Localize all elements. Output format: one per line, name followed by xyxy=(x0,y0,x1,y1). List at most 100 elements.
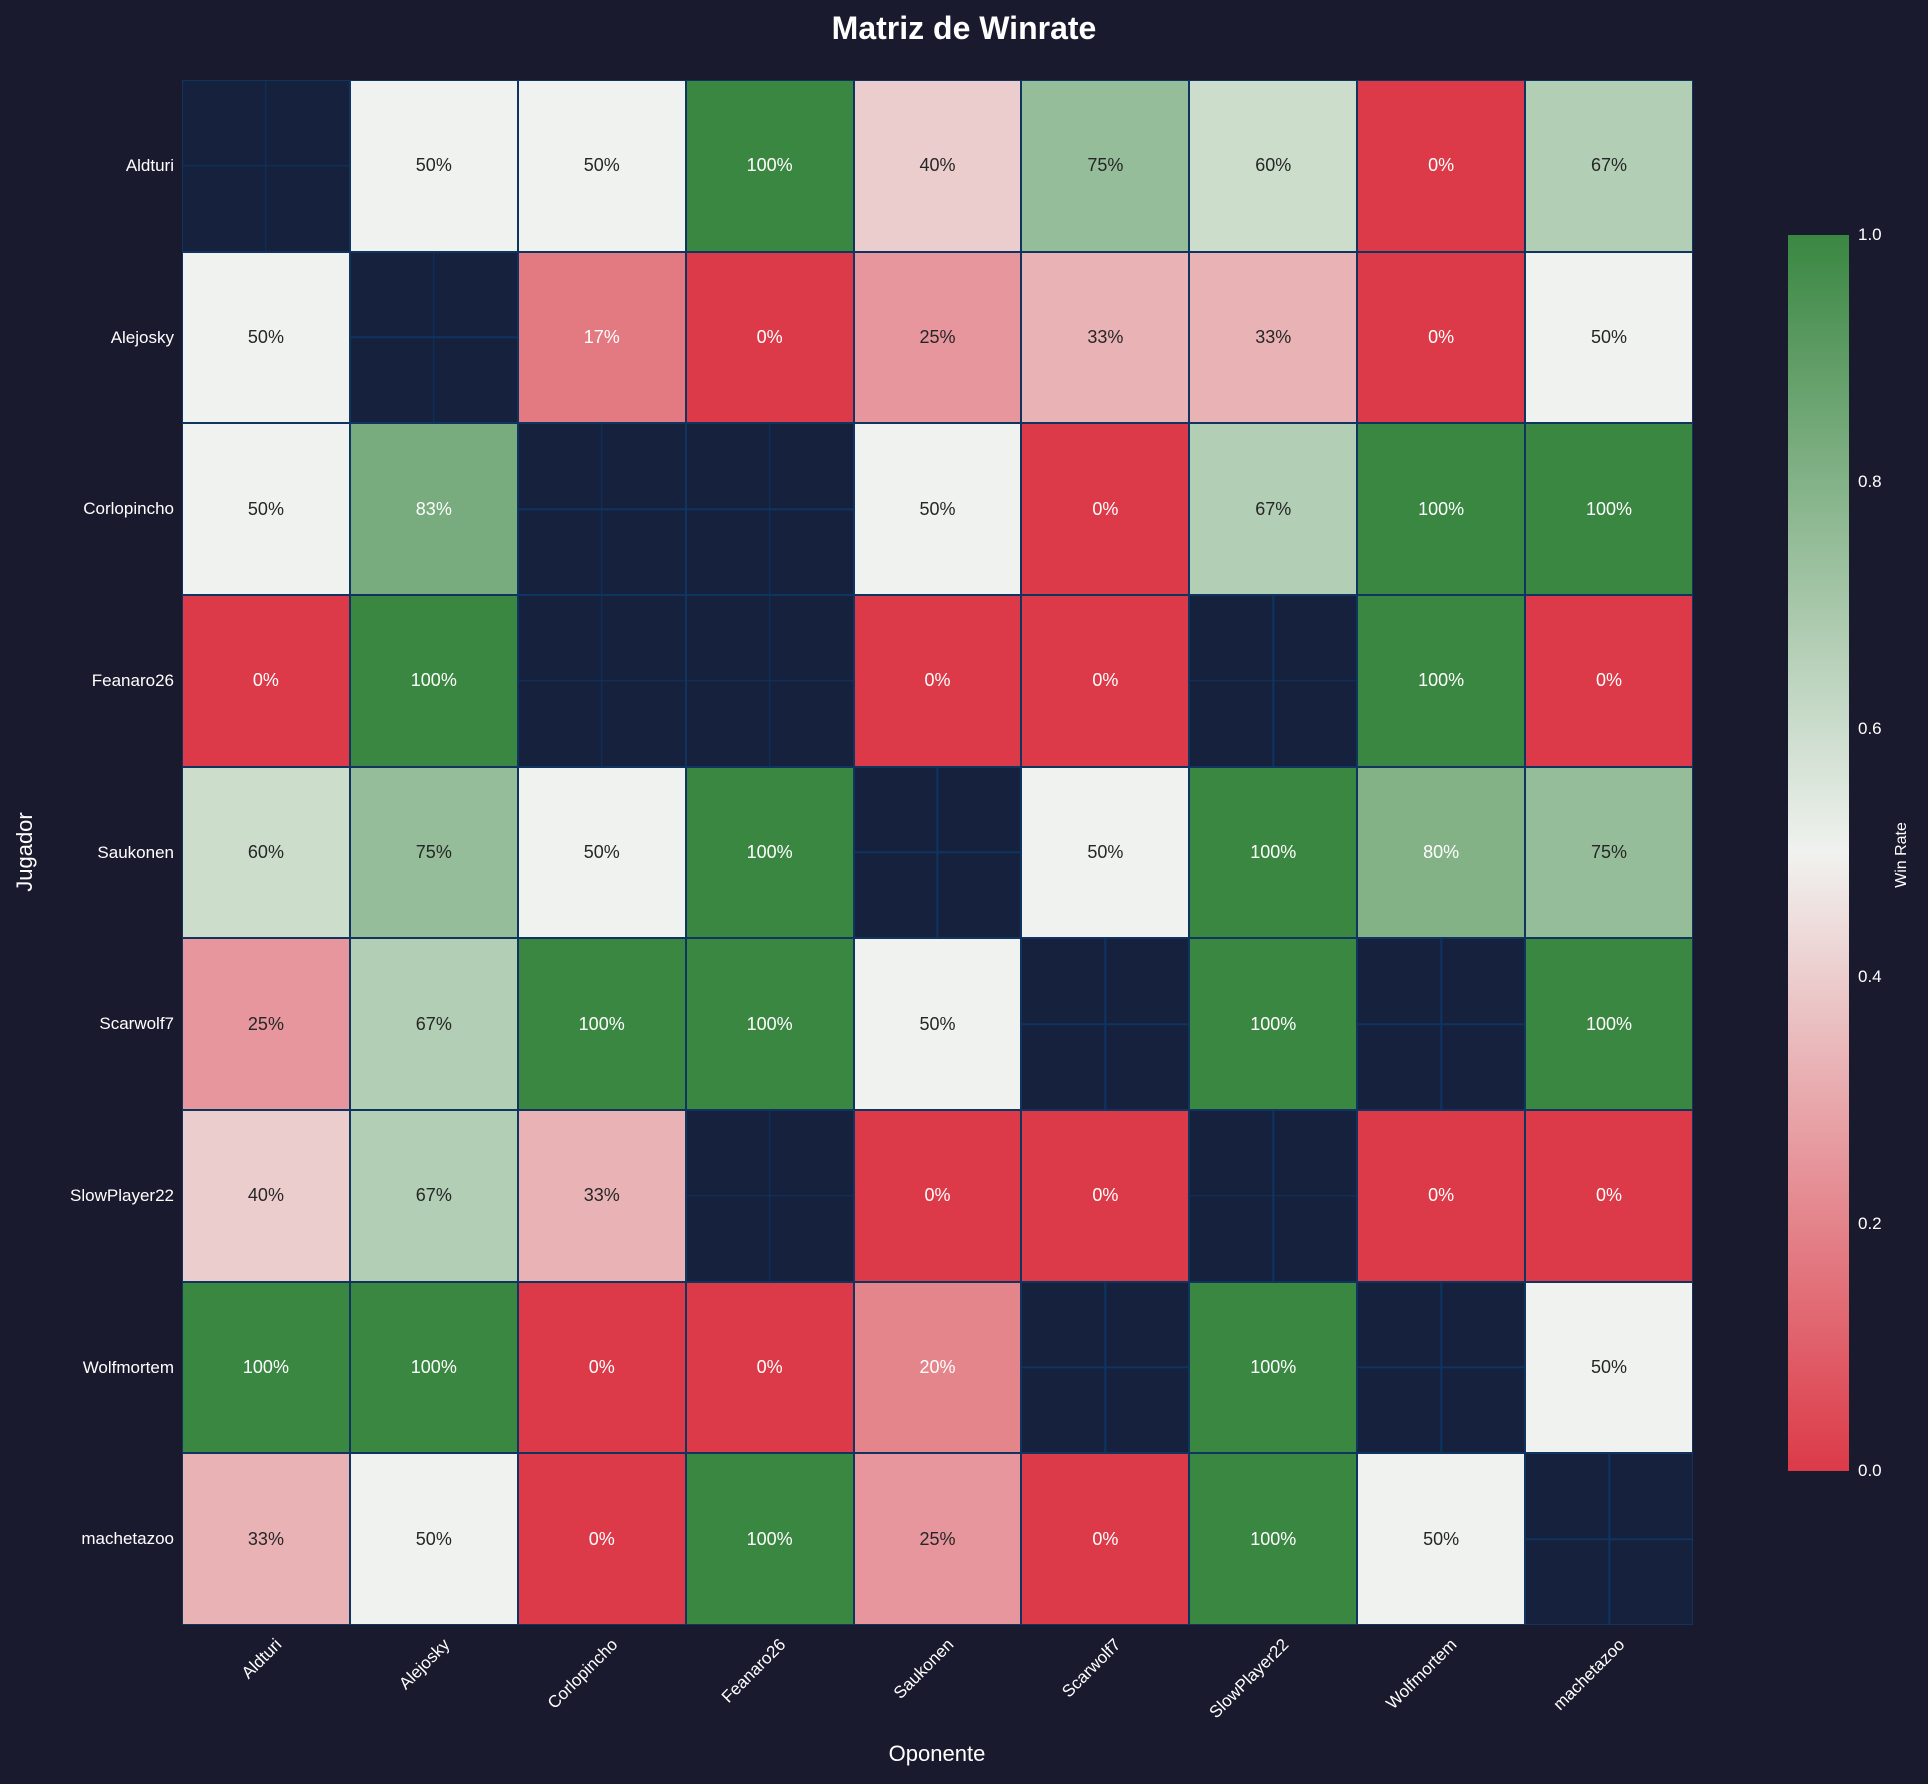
heatmap-cell: 100% xyxy=(1189,1453,1358,1625)
heatmap-cell-empty xyxy=(685,423,854,595)
heatmap-cell: 0% xyxy=(1021,1453,1190,1625)
heatmap-cell: 33% xyxy=(182,1453,350,1625)
heatmap-cell: 0% xyxy=(685,1281,854,1454)
heatmap-cell-empty xyxy=(517,423,686,595)
heatmap-cell: 100% xyxy=(685,938,854,1110)
heatmap-cell: 100% xyxy=(1189,938,1358,1110)
heatmap-cell: 0% xyxy=(517,1281,686,1454)
heatmap-cell: 67% xyxy=(1525,80,1693,252)
heatmap-cell: 67% xyxy=(349,938,518,1110)
x-tick-label: SlowPlayer22 xyxy=(1205,1635,1293,1722)
heatmap-cell: 0% xyxy=(1021,423,1190,595)
heatmap-grid: 50% 50% 100% 40% 75% 60% 0% 67% 50% 17% 0% 25% 33% 33… xyxy=(182,80,1693,1625)
colorbar-label: Win Rate xyxy=(1893,822,1910,888)
heatmap-cell: 25% xyxy=(853,1453,1022,1625)
heatmap-cell: 100% xyxy=(349,595,518,767)
heatmap-cell: 0% xyxy=(685,251,854,424)
heatmap-cell: 100% xyxy=(1525,423,1693,595)
y-tick-label: Scarwolf7 xyxy=(99,1014,174,1034)
heatmap-cell: 100% xyxy=(685,1453,854,1625)
x-tick-label: Wolfmortem xyxy=(1382,1635,1461,1714)
x-tick-label: machetazoo xyxy=(1549,1635,1629,1714)
heatmap-cell-empty xyxy=(517,595,686,767)
heatmap-cell: 50% xyxy=(517,80,686,252)
heatmap-cell-empty xyxy=(1357,938,1526,1110)
heatmap-cell: 100% xyxy=(517,938,686,1110)
heatmap-cell: 0% xyxy=(1357,251,1526,424)
x-axis-title: Oponente xyxy=(888,1741,986,1766)
colorbar-tick-label: 1.0 xyxy=(1858,225,1882,244)
heatmap-cell: 50% xyxy=(182,251,350,424)
heatmap-cell: 50% xyxy=(853,938,1022,1110)
heatmap-cell: 100% xyxy=(1189,1281,1358,1454)
y-tick-label: Aldturi xyxy=(125,155,174,175)
heatmap-cell: 50% xyxy=(349,1453,518,1625)
heatmap-cell-empty xyxy=(1189,1110,1358,1282)
x-tick-label: Scarwolf7 xyxy=(1058,1635,1125,1702)
heatmap-cell-empty xyxy=(1021,1281,1190,1454)
y-tick-label: Alejosky xyxy=(110,327,174,347)
colorbar-tick-label: 0.0 xyxy=(1858,1461,1882,1480)
colorbar-tick-label: 0.8 xyxy=(1858,472,1882,492)
heatmap-cell: 0% xyxy=(853,1110,1022,1282)
heatmap-cell: 100% xyxy=(1357,423,1526,595)
x-tick-label: Saukonen xyxy=(889,1635,957,1703)
x-tick-label: Alejosky xyxy=(395,1635,454,1694)
heatmap-cell: 67% xyxy=(349,1110,518,1282)
y-tick-label: machetazoo xyxy=(81,1529,174,1549)
heatmap-cell: 60% xyxy=(1189,80,1358,252)
heatmap-cell: 50% xyxy=(349,80,518,252)
colorbar-tick-label: 0.2 xyxy=(1858,1213,1882,1233)
y-tick-label: Corlopincho xyxy=(83,499,174,519)
heatmap-cell: 50% xyxy=(853,423,1022,595)
heatmap-cell: 75% xyxy=(1525,766,1693,939)
heatmap-cell: 60% xyxy=(182,766,350,939)
heatmap-cell: 25% xyxy=(853,251,1022,424)
heatmap-cell: 33% xyxy=(1189,251,1358,424)
heatmap-cell: 0% xyxy=(182,595,350,767)
heatmap-cell-empty xyxy=(1357,1281,1526,1454)
heatmap-cell: 100% xyxy=(1357,595,1526,767)
chart-title: Matriz de Winrate xyxy=(831,10,1097,46)
heatmap-cell: 17% xyxy=(517,251,686,424)
heatmap-cell-empty xyxy=(685,595,854,767)
heatmap-cell: 0% xyxy=(1525,595,1693,767)
heatmap-cell: 40% xyxy=(853,80,1022,252)
heatmap-cell: 100% xyxy=(1525,938,1693,1110)
y-tick-label: Feanaro26 xyxy=(91,670,174,690)
heatmap-cell: 0% xyxy=(1357,80,1526,252)
heatmap-cell: 40% xyxy=(182,1110,350,1282)
y-tick-label: SlowPlayer22 xyxy=(70,1185,174,1205)
heatmap-cell: 0% xyxy=(1357,1110,1526,1282)
heatmap-cell: 50% xyxy=(1021,766,1190,939)
heatmap-cell-empty xyxy=(1525,1453,1693,1625)
heatmap-cell: 50% xyxy=(182,423,350,595)
heatmap-cell: 0% xyxy=(1021,1110,1190,1282)
heatmap-cell: 75% xyxy=(1021,80,1190,252)
heatmap-cell-empty xyxy=(182,80,350,252)
colorbar xyxy=(1788,235,1849,1471)
colorbar-tick-label: 0.4 xyxy=(1858,966,1882,986)
y-tick-label: Wolfmortem xyxy=(82,1357,174,1377)
x-tick-label: Aldturi xyxy=(237,1635,286,1683)
heatmap-cell-empty xyxy=(685,1110,854,1282)
heatmap-cell: 50% xyxy=(1357,1453,1526,1625)
heatmap-cell: 33% xyxy=(1021,251,1190,424)
heatmap-cell: 100% xyxy=(685,80,854,252)
heatmap-cell-empty xyxy=(1189,595,1358,767)
x-tick-label: Corlopincho xyxy=(543,1635,622,1713)
heatmap-cell-empty xyxy=(349,251,518,424)
heatmap-cell: 75% xyxy=(349,766,518,939)
heatmap-cell: 100% xyxy=(182,1281,350,1454)
heatmap-cell-empty xyxy=(853,766,1022,939)
heatmap-cell: 25% xyxy=(182,938,350,1110)
heatmap-cell: 50% xyxy=(1525,1281,1693,1454)
heatmap-cell: 0% xyxy=(1021,595,1190,767)
colorbar-tick-label: 0.6 xyxy=(1858,719,1882,739)
heatmap-cell: 0% xyxy=(517,1453,686,1625)
heatmap-cell: 67% xyxy=(1189,423,1358,595)
heatmap-cell: 83% xyxy=(349,423,518,595)
heatmap-cell-empty xyxy=(1021,938,1190,1110)
y-axis-title: Jugador xyxy=(12,812,37,892)
heatmap-cell: 100% xyxy=(685,766,854,939)
